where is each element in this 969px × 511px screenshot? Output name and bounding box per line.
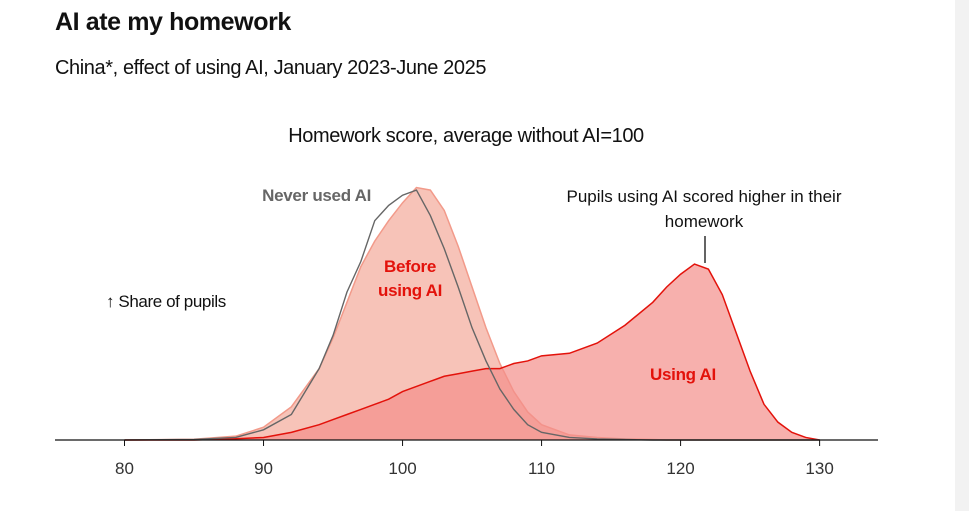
x-tick-label: 110 — [528, 459, 555, 478]
scrollbar — [955, 0, 969, 511]
annotation: Pupils using AI scored higher in their h… — [566, 187, 842, 231]
series-label: Never used AI — [262, 186, 371, 205]
x-tick-label: 100 — [388, 459, 416, 478]
x-tick-label: 90 — [254, 459, 273, 478]
x-tick-label: 130 — [805, 459, 833, 478]
chart-title: Homework score, average without AI=100 — [288, 125, 644, 147]
y-axis-label: ↑ Share of pupils — [106, 292, 226, 311]
x-tick-label: 120 — [666, 459, 694, 478]
x-tick-label: 80 — [115, 459, 134, 478]
area — [124, 187, 820, 440]
subtitle: China*, effect of using AI, January 2023… — [55, 57, 487, 79]
area-outline — [124, 263, 820, 441]
series-label: Before using AI — [377, 257, 443, 300]
title: AI ate my homework — [55, 8, 291, 36]
series-label: Using AI — [650, 365, 716, 384]
